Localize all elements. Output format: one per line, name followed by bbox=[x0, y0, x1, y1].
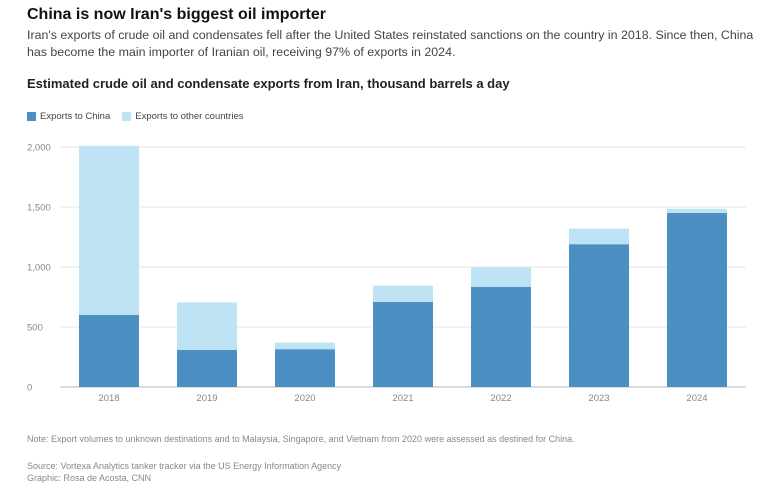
bar-segment-china bbox=[373, 301, 433, 387]
chart-legend: Exports to China Exports to other countr… bbox=[27, 111, 255, 122]
bar-segment-other bbox=[79, 145, 139, 315]
legend-label-other: Exports to other countries bbox=[135, 111, 244, 122]
bar-segment-other bbox=[667, 208, 727, 213]
graphic-credit: Graphic: Rosa de Acosta, CNN bbox=[27, 473, 152, 483]
x-tick-label: 2021 bbox=[392, 393, 413, 404]
x-tick-label: 2023 bbox=[588, 393, 609, 404]
legend-item-china: Exports to China bbox=[27, 111, 110, 122]
chart-source: Source: Vortexa Analytics tanker tracker… bbox=[27, 460, 341, 484]
y-tick-label: 2,000 bbox=[27, 143, 51, 154]
bar-segment-other bbox=[275, 342, 335, 350]
legend-swatch-china bbox=[27, 112, 36, 121]
stacked-bar-chart: 0 500 1,000 1,500 2,000 2018 2019 2020 2021 2022 2… bbox=[27, 143, 746, 404]
bar-segment-other bbox=[471, 267, 531, 287]
chart-note: Note: Export volumes to unknown destinat… bbox=[27, 434, 575, 444]
x-tick-label: 2019 bbox=[196, 393, 217, 404]
bar-segment-china bbox=[79, 315, 139, 387]
x-tick-label: 2018 bbox=[98, 393, 119, 404]
bar-segment-china bbox=[471, 286, 531, 387]
x-tick-label: 2024 bbox=[686, 393, 707, 404]
y-tick-label: 0 bbox=[27, 383, 32, 394]
source-line: Source: Vortexa Analytics tanker tracker… bbox=[27, 461, 342, 471]
bar-segment-other bbox=[177, 302, 237, 350]
y-tick-label: 1,000 bbox=[27, 263, 51, 274]
chart-headline: China is now Iran's biggest oil importer bbox=[27, 6, 326, 23]
bar-segment-china bbox=[569, 244, 629, 387]
x-tick-label: 2020 bbox=[294, 393, 315, 404]
y-tick-label: 500 bbox=[27, 323, 43, 334]
bar-segment-china bbox=[667, 213, 727, 387]
chart-subtitle: Iran's exports of crude oil and condensa… bbox=[27, 28, 754, 59]
legend-label-china: Exports to China bbox=[40, 111, 111, 122]
x-tick-label: 2022 bbox=[490, 393, 511, 404]
y-tick-label: 1,500 bbox=[27, 203, 51, 214]
legend-item-other: Exports to other countries bbox=[122, 111, 243, 122]
chart-title: Estimated crude oil and condensate expor… bbox=[27, 76, 510, 91]
legend-swatch-other bbox=[122, 112, 132, 121]
bar-segment-china bbox=[275, 349, 335, 387]
bar-segment-china bbox=[177, 349, 237, 387]
bar-segment-other bbox=[373, 285, 433, 302]
bar-segment-other bbox=[569, 228, 629, 245]
